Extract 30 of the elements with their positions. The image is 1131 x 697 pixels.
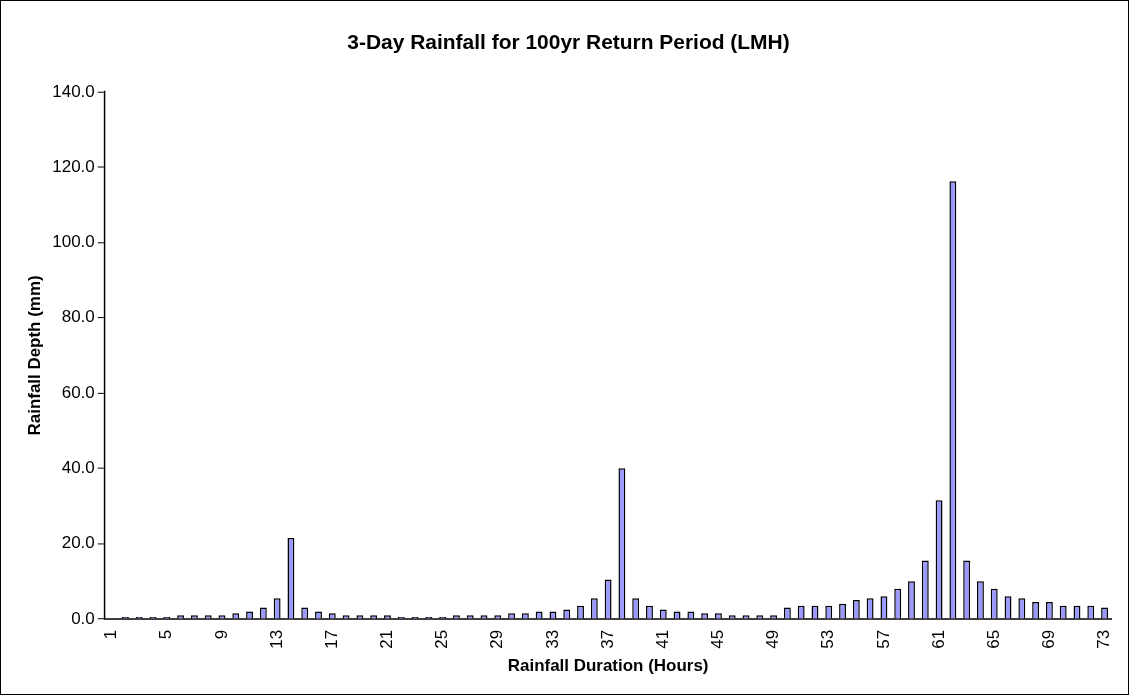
x-tick-label: 65 [983, 629, 1003, 649]
x-tick-label: 1 [101, 629, 121, 640]
x-tick-label: 5 [156, 629, 176, 640]
y-tick-label: 120.0 [52, 156, 95, 176]
x-tick-label: 61 [928, 629, 948, 649]
x-tick-label: 37 [597, 629, 617, 649]
x-tick-label: 73 [1094, 629, 1114, 649]
y-tick-label: 140.0 [52, 81, 95, 101]
x-tick-label: 29 [487, 629, 507, 649]
y-tick-label: 40.0 [61, 458, 95, 478]
x-tick-label: 9 [211, 629, 231, 640]
x-tick-label: 21 [377, 629, 397, 649]
x-tick-label: 41 [652, 629, 672, 649]
x-tick-label: 25 [432, 629, 452, 649]
y-tick-label: 20.0 [61, 533, 95, 553]
y-tick-label: 0.0 [71, 608, 95, 628]
x-tick-label: 53 [818, 629, 838, 649]
x-tick-label: 45 [708, 629, 728, 649]
x-tick-label: 33 [542, 629, 562, 649]
y-tick-label: 80.0 [61, 307, 95, 327]
x-tick-label: 57 [873, 629, 893, 649]
x-tick-label: 49 [763, 629, 783, 649]
y-tick-label: 100.0 [52, 232, 95, 252]
chart-title: 3-Day Rainfall for 100yr Return Period (LMH) [347, 30, 790, 54]
x-tick-label: 13 [266, 629, 286, 649]
x-axis-title: Rainfall Duration (Hours) [507, 655, 709, 675]
y-axis-title: Rainfall Depth (mm) [24, 275, 44, 436]
y-tick-label: 60.0 [61, 382, 95, 402]
x-tick-label: 17 [321, 629, 341, 649]
x-tick-label: 69 [1039, 629, 1059, 649]
